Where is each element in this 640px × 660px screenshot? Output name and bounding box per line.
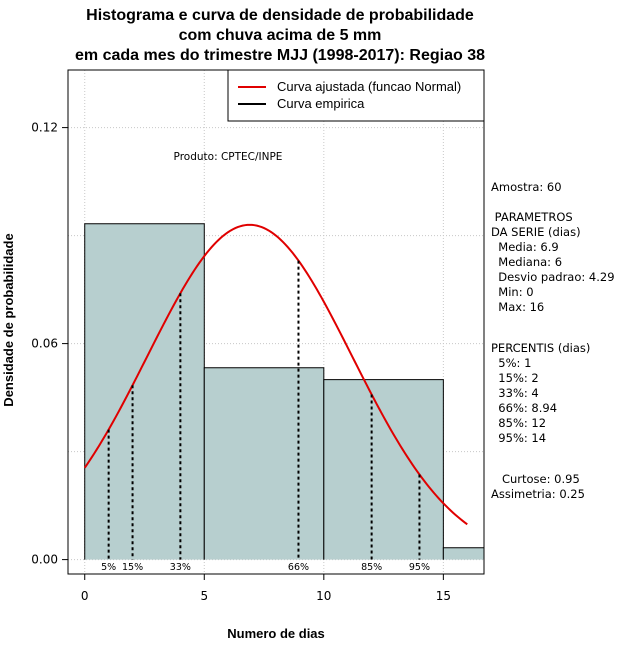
histogram-bar — [204, 367, 324, 560]
statistics-panel: Amostra: 60 PARAMETROS DA SERIE (dias) M… — [491, 180, 615, 501]
percentil-85: 85%: 12 — [491, 416, 547, 430]
percentil-15: 15%: 2 — [491, 371, 539, 385]
param-max: Max: 16 — [491, 300, 545, 314]
y-tick-label: 0.00 — [31, 553, 58, 567]
percentil-5: 5%: 1 — [491, 356, 532, 370]
histogram-bar — [84, 223, 205, 560]
title-line-1: Histograma e curva de densidade de proba… — [86, 7, 474, 24]
title-line-2: com chuva acima de 5 mm — [178, 27, 382, 44]
percentil-33: 33%: 4 — [491, 386, 539, 400]
title-line-3: em cada mes do trimestre MJJ (1998-2017)… — [75, 47, 485, 64]
param-min: Min: 0 — [491, 285, 534, 299]
y-tick-label: 0.06 — [31, 337, 58, 351]
legend-box — [227, 69, 485, 122]
param-sd: Desvio padrao: 4.29 — [491, 270, 615, 284]
y-axis-label: Densidade de probabilidade — [1, 233, 16, 406]
x-tick-label: 0 — [81, 589, 89, 603]
x-axis-label: Numero de dias — [227, 626, 325, 641]
legend-normal-label: Curva ajustada (funcao Normal) — [277, 79, 461, 94]
percentil-95: 95%: 14 — [491, 431, 547, 445]
x-tick-label: 15 — [436, 589, 451, 603]
x-tick-label: 5 — [200, 589, 208, 603]
histogram-bar — [443, 547, 484, 560]
percentil-66: 66%: 8.94 — [491, 401, 558, 415]
percentile-markers: 5% 15% 33% 66% 85% 95% — [101, 260, 430, 573]
y-tick-label: 0.12 — [31, 121, 58, 135]
percentile-label-66: 66% — [288, 562, 309, 573]
product-label: Produto: CPTEC/INPE — [174, 151, 283, 163]
histogram-bar — [323, 379, 444, 560]
axes: 0 5 10 15 0.00 0.06 0.12 — [31, 121, 451, 603]
percentis-title: PERCENTIS (dias) — [491, 341, 591, 355]
skewness: Assimetria: 0.25 — [491, 487, 585, 501]
sample-size: Amostra: 60 — [491, 180, 562, 194]
legend: Curva ajustada (funcao Normal) Curva emp… — [227, 69, 485, 122]
histogram-bars — [84, 223, 484, 560]
percentile-label-33: 33% — [170, 562, 191, 573]
percentile-label-5: 5% — [101, 562, 116, 573]
params-subtitle: DA SERIE (dias) — [491, 225, 581, 239]
histogram-bar-outline — [323, 379, 444, 560]
kurtosis: Curtose: 0.95 — [491, 472, 580, 486]
percentile-label-95: 95% — [409, 562, 430, 573]
params-title: PARAMETROS — [491, 210, 573, 224]
percentile-label-85: 85% — [361, 562, 382, 573]
normal-curve-group — [83, 223, 468, 526]
histogram-bar-outline — [442, 547, 484, 560]
normal-curve — [83, 223, 468, 526]
chart-title: Histograma e curva de densidade de proba… — [0, 6, 560, 66]
percentile-label-15: 15% — [122, 562, 143, 573]
param-mean: Media: 6.9 — [491, 240, 559, 254]
param-median: Mediana: 6 — [491, 255, 563, 269]
x-tick-label: 10 — [316, 589, 331, 603]
legend-empirical-label: Curva empirica — [277, 96, 365, 111]
